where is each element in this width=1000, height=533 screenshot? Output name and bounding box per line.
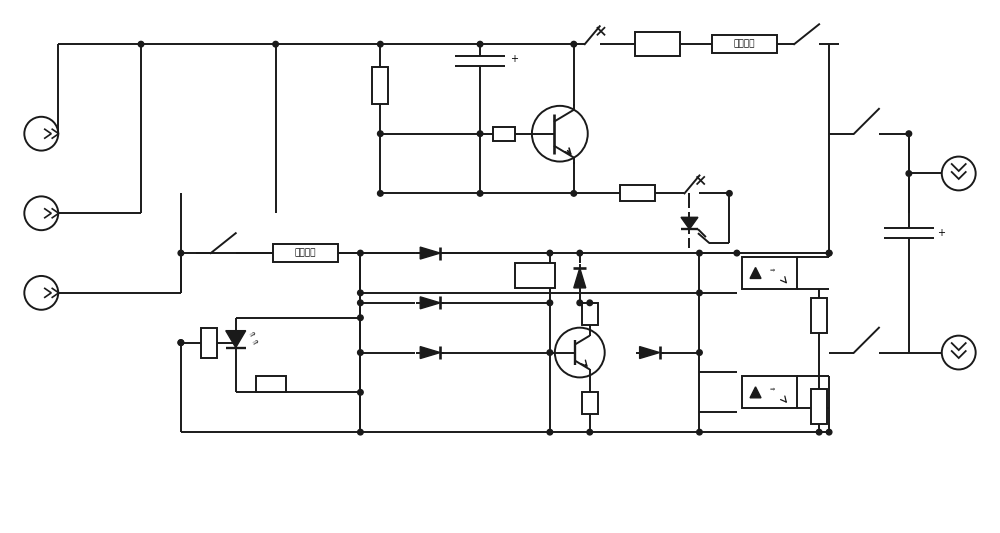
Bar	[372, 67, 388, 104]
Circle shape	[273, 42, 278, 47]
Polygon shape	[226, 330, 246, 348]
Bar	[515, 263, 555, 288]
Circle shape	[587, 300, 593, 305]
Circle shape	[826, 251, 832, 256]
Circle shape	[734, 251, 740, 256]
Circle shape	[697, 251, 702, 256]
Circle shape	[178, 340, 184, 345]
Circle shape	[358, 315, 363, 320]
Polygon shape	[420, 247, 440, 259]
Circle shape	[358, 430, 363, 435]
Bar	[256, 376, 286, 392]
Bar	[582, 392, 598, 414]
Text: +: +	[937, 228, 945, 238]
Bar	[635, 32, 680, 56]
Polygon shape	[640, 346, 660, 359]
Circle shape	[547, 430, 553, 435]
Circle shape	[587, 430, 593, 435]
Text: ⇒: ⇒	[769, 267, 774, 272]
Circle shape	[577, 300, 583, 305]
Circle shape	[358, 251, 363, 256]
Circle shape	[477, 131, 483, 136]
Circle shape	[547, 251, 553, 256]
Polygon shape	[750, 268, 761, 278]
Circle shape	[358, 300, 363, 305]
Circle shape	[906, 171, 912, 176]
Circle shape	[378, 42, 383, 47]
Circle shape	[816, 430, 822, 435]
Circle shape	[477, 191, 483, 196]
Bar	[201, 328, 217, 358]
Text: ⇒: ⇒	[769, 386, 774, 391]
Circle shape	[138, 42, 144, 47]
Circle shape	[547, 300, 553, 305]
Bar	[582, 303, 598, 325]
Circle shape	[697, 430, 702, 435]
Circle shape	[697, 350, 702, 356]
Polygon shape	[750, 387, 761, 398]
Bar	[620, 185, 655, 201]
Circle shape	[178, 251, 184, 256]
Bar	[811, 389, 827, 424]
Text: +: +	[510, 54, 518, 64]
Circle shape	[358, 350, 363, 356]
Circle shape	[378, 191, 383, 196]
Circle shape	[477, 42, 483, 47]
Bar	[712, 35, 777, 53]
Circle shape	[358, 290, 363, 296]
Bar	[811, 298, 827, 333]
Circle shape	[571, 42, 577, 47]
Polygon shape	[420, 297, 440, 309]
Text: ⇒: ⇒	[251, 337, 261, 348]
Circle shape	[906, 131, 912, 136]
Circle shape	[178, 340, 184, 345]
Circle shape	[358, 390, 363, 395]
Circle shape	[727, 191, 732, 196]
Polygon shape	[574, 268, 586, 288]
Text: ⇒: ⇒	[248, 329, 258, 340]
Bar	[742, 376, 797, 408]
Circle shape	[697, 290, 702, 296]
Circle shape	[547, 350, 553, 356]
Circle shape	[826, 430, 832, 435]
Polygon shape	[420, 346, 440, 359]
Bar	[742, 257, 797, 289]
Circle shape	[826, 251, 832, 256]
Polygon shape	[681, 217, 698, 229]
Text: 限流电路: 限流电路	[734, 39, 755, 49]
Bar	[273, 244, 338, 262]
Bar	[493, 127, 515, 141]
Text: 限流电路: 限流电路	[295, 248, 316, 257]
Circle shape	[577, 251, 583, 256]
Circle shape	[378, 131, 383, 136]
Circle shape	[571, 191, 577, 196]
